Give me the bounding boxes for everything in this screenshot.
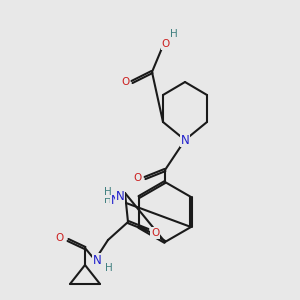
Text: N: N xyxy=(93,254,101,266)
Text: O: O xyxy=(134,173,142,183)
Text: H: H xyxy=(104,187,112,197)
Text: O: O xyxy=(151,228,159,238)
Text: O: O xyxy=(121,77,129,87)
Text: O: O xyxy=(56,233,64,243)
Text: H: H xyxy=(105,263,113,273)
Text: N: N xyxy=(116,190,124,203)
Text: N: N xyxy=(181,134,189,146)
Text: H: H xyxy=(170,29,178,39)
Text: N: N xyxy=(111,194,119,206)
Text: O: O xyxy=(162,39,170,49)
Text: H: H xyxy=(104,195,112,205)
